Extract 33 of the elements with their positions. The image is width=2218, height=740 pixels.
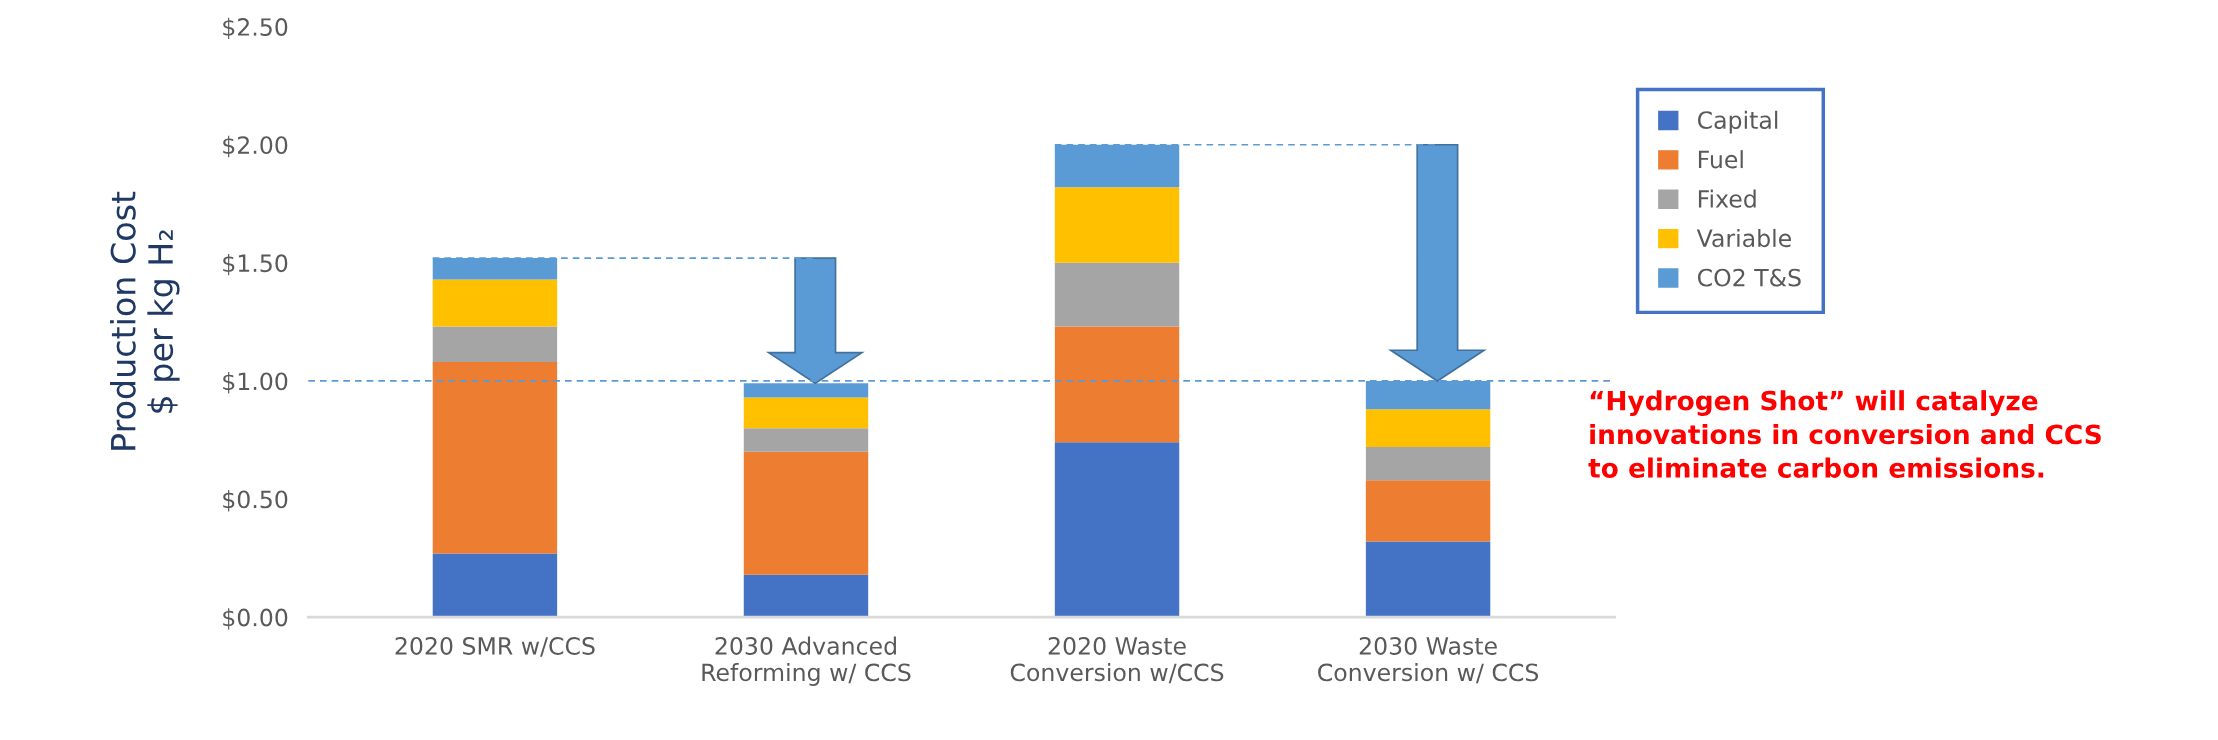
bar [1365,409,1491,448]
y-tick-label: $1.50 [223,253,288,276]
bar [743,574,869,618]
bar [432,553,558,618]
legend-label: CO2 T&S [1697,268,1801,287]
bar [1054,262,1180,327]
y-tick-label: $2.50 [223,17,288,40]
bar [743,428,869,452]
x-tick-label: 2030 Waste Conversion w/ CCS [1318,637,1539,684]
bar [1365,480,1491,542]
y-axis-title: Production Cost $ per kg H₂ [110,191,180,450]
x-tick-label: 2020 Waste Conversion w/CCS [1010,637,1224,684]
y-tick-label: $1.00 [223,371,288,394]
y-tick-label: $0.00 [223,608,288,630]
legend-label: Fixed [1698,189,1756,208]
bar [1365,541,1491,618]
x-tick-label: 2020 SMR w/CCS [395,637,595,657]
legend-label: Fuel [1698,150,1743,169]
bar [1054,187,1180,263]
legend-label: Variable [1696,228,1791,248]
bar [1054,326,1180,443]
y-tick-label: $0.50 [223,490,288,512]
bar [743,451,869,575]
x-tick-label: 2030 Advanced Reforming w/ CCS [702,636,911,686]
bar [432,362,558,554]
bar [1365,447,1491,481]
legend-label: Capital [1697,110,1778,134]
annotation: “Hydrogen Shot” will catalyze innovations in conversion and CCS to eliminate carbon emissions. [1588,390,2101,478]
bar [432,279,558,327]
bar [1054,442,1180,618]
bar [743,397,869,429]
y-tick-label: $2.00 [223,135,288,158]
bar [432,326,558,363]
